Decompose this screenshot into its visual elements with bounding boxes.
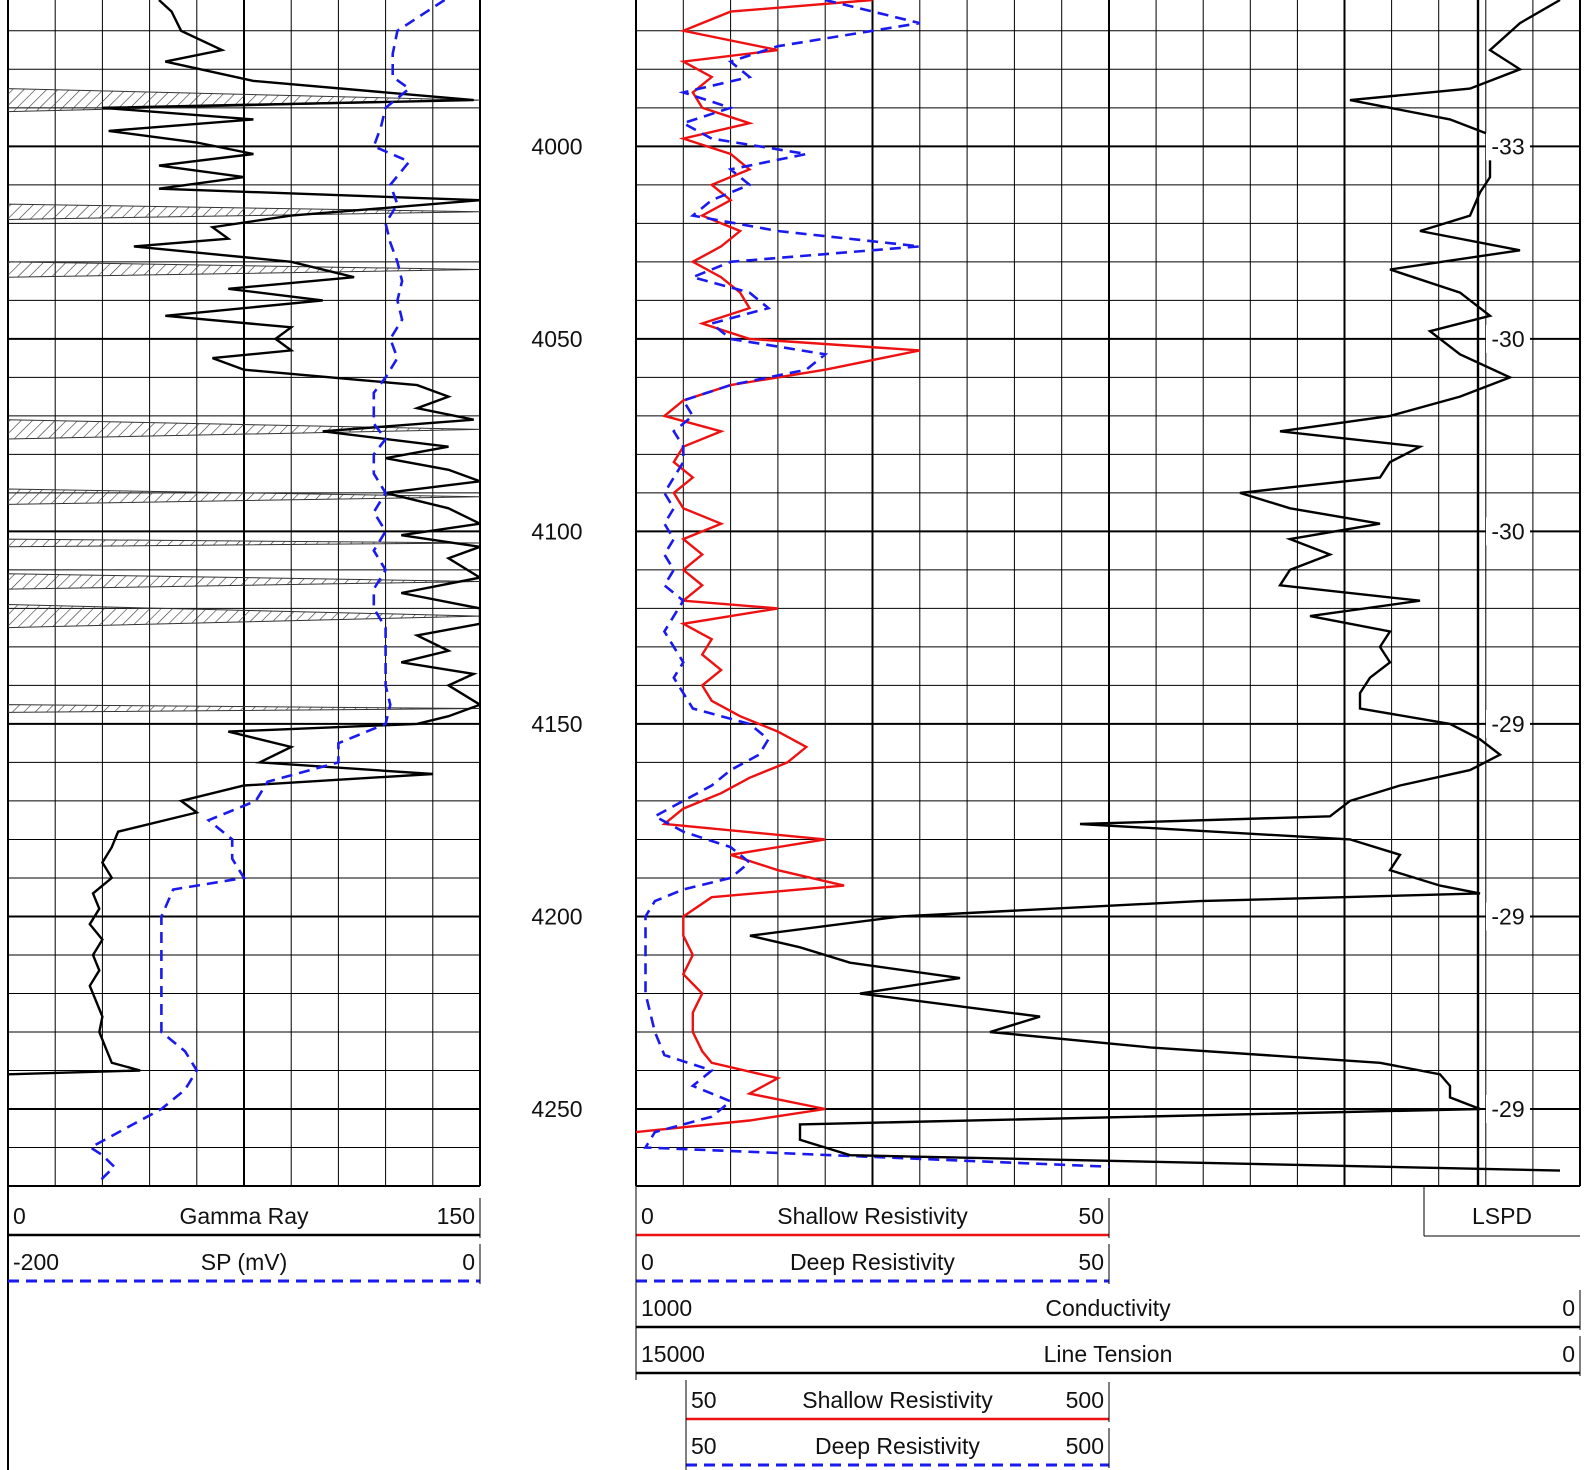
depth-tick-label: 4200 xyxy=(531,903,582,929)
sand-shading xyxy=(8,704,480,713)
legend-min: 15000 xyxy=(641,1341,705,1367)
gamma-ray-shading xyxy=(8,88,480,713)
lspd-annotation: -29 xyxy=(1491,1096,1524,1122)
sand-shading xyxy=(8,604,480,629)
legend-label: Shallow Resistivity xyxy=(777,1203,968,1229)
legend-max: 50 xyxy=(1078,1203,1104,1229)
depth-tick-label: 4100 xyxy=(531,518,582,544)
sand-shading xyxy=(8,488,480,505)
legend-min: 0 xyxy=(641,1249,654,1275)
log-grid xyxy=(7,0,1581,1470)
lspd-annotation: -33 xyxy=(1491,133,1524,159)
annotation-bg xyxy=(1486,709,1530,738)
lspd-annotation: -29 xyxy=(1491,903,1524,929)
annotation-bg xyxy=(1486,517,1530,546)
legend-min: -200 xyxy=(13,1249,59,1275)
legend-min: 0 xyxy=(641,1203,654,1229)
gamma-ray-curve xyxy=(8,0,480,1076)
depth-tick-label: 4150 xyxy=(531,711,582,737)
sand-shading xyxy=(8,261,480,278)
legend-label: Deep Resistivity xyxy=(790,1249,955,1275)
shallow-resistivity-curve xyxy=(636,0,921,1134)
legend-max: 150 xyxy=(437,1203,475,1229)
legend-max: 0 xyxy=(1562,1295,1575,1321)
annotation-bg xyxy=(1486,1094,1530,1123)
legend-max: 0 xyxy=(462,1249,475,1275)
sand-shading xyxy=(8,419,480,440)
depth-labels: 4000 4050 4100 4150 4200 4250 xyxy=(531,133,582,1122)
depth-tick-label: 4000 xyxy=(531,133,582,159)
legend-min: 0 xyxy=(13,1203,26,1229)
lspd-annotation: -30 xyxy=(1491,326,1524,352)
sp-mv-curve xyxy=(88,0,446,1186)
deep-resistivity-curve xyxy=(643,0,1109,1168)
lspd-annotations: -33 -30 -30 -29 -29 -29 xyxy=(1486,132,1530,1123)
lspd-annotation: -29 xyxy=(1491,711,1524,737)
sand-shading xyxy=(8,203,480,220)
legend-max: 500 xyxy=(1066,1387,1104,1413)
curve-legend: 0 Gamma Ray 150 -200 SP (mV) 0 0 Shallow Resist… xyxy=(8,1186,1581,1470)
legend-label: Conductivity xyxy=(1045,1295,1171,1321)
legend-max: 0 xyxy=(1562,1341,1575,1367)
legend-min: 50 xyxy=(691,1387,717,1413)
annotation-bg xyxy=(1486,132,1530,161)
legend-label: Line Tension xyxy=(1044,1341,1173,1367)
legend-label: Gamma Ray xyxy=(179,1203,309,1229)
depth-tick-label: 4250 xyxy=(531,1096,582,1122)
sand-shading xyxy=(8,573,480,590)
legend-label: SP (mV) xyxy=(201,1249,287,1275)
log-curves xyxy=(8,0,1561,1186)
legend-min: 1000 xyxy=(641,1295,692,1321)
depth-tick-label: 4050 xyxy=(531,326,582,352)
legend-max: 50 xyxy=(1078,1249,1104,1275)
lspd-label: LSPD xyxy=(1472,1203,1532,1229)
annotation-bg xyxy=(1486,324,1530,353)
annotation-bg xyxy=(1486,902,1530,931)
legend-label: Shallow Resistivity xyxy=(802,1387,993,1413)
legend-max: 500 xyxy=(1066,1433,1104,1459)
lspd-annotation: -30 xyxy=(1491,518,1524,544)
legend-min: 50 xyxy=(691,1433,717,1459)
legend-label: Deep Resistivity xyxy=(815,1433,980,1459)
sand-shading xyxy=(8,538,480,548)
conductivity-curve xyxy=(749,0,1561,1172)
